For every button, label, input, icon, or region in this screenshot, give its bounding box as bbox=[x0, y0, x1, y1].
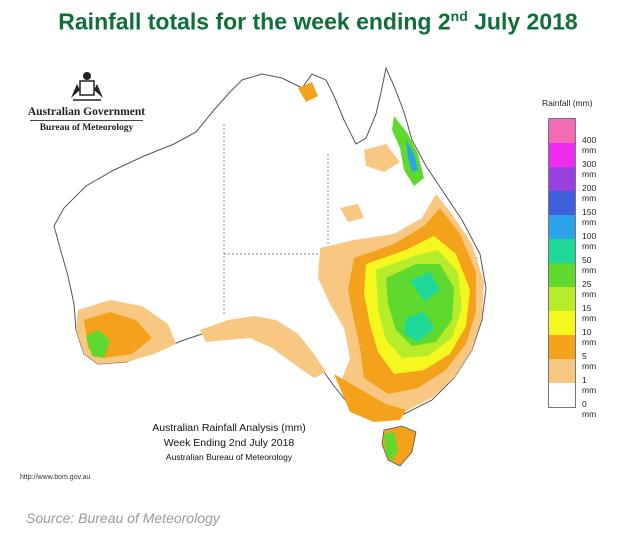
legend-swatch bbox=[548, 167, 576, 191]
analysis-line-1: Australian Rainfall Analysis (mm) bbox=[152, 422, 306, 434]
south-coast-rain bbox=[200, 316, 326, 378]
tasmania-west-rain bbox=[384, 432, 398, 462]
legend-title: Rainfall (mm) bbox=[542, 98, 593, 108]
analysis-caption: Australian Rainfall Analysis (mm) Week E… bbox=[134, 422, 324, 462]
qld-border bbox=[327, 154, 481, 259]
australian-government-logo: Australian Government Bureau of Meteorol… bbox=[24, 70, 149, 133]
victoria-rain bbox=[334, 374, 406, 422]
legend-swatch bbox=[548, 263, 576, 287]
legend-swatch bbox=[548, 383, 576, 408]
analysis-line-2: Week Ending 2nd July 2018 bbox=[163, 437, 295, 449]
legend-swatch bbox=[548, 215, 576, 239]
east-rain-50mm-a bbox=[404, 312, 434, 342]
government-name: Australian Government bbox=[27, 106, 146, 118]
source-caption: Source: Bureau of Meteorology bbox=[26, 510, 220, 526]
australia-rainfall-map bbox=[53, 66, 487, 467]
qld-patch bbox=[364, 144, 400, 172]
legend-swatch bbox=[548, 287, 576, 311]
fnq-coast-heavy bbox=[406, 140, 418, 172]
legend-swatch bbox=[548, 359, 576, 383]
legend-swatch bbox=[548, 239, 576, 263]
bureau-name: Bureau of Meteorology bbox=[39, 123, 134, 133]
top-end-patch bbox=[298, 82, 318, 102]
legend-swatch bbox=[548, 143, 576, 167]
logo-divider bbox=[30, 120, 143, 121]
bom-url: http://www.bom.gov.au bbox=[20, 474, 91, 481]
legend-color-bar bbox=[548, 118, 576, 408]
coat-of-arms-icon bbox=[70, 72, 103, 101]
legend-swatch bbox=[548, 191, 576, 215]
legend-swatch bbox=[548, 118, 576, 143]
analysis-line-3: Australian Bureau of Meteorology bbox=[165, 452, 293, 462]
legend-swatch bbox=[548, 311, 576, 335]
east-rain-50mm-b bbox=[410, 272, 440, 302]
east-rain-25mm bbox=[386, 264, 454, 346]
page-title: Rainfall totals for the week ending 2nd … bbox=[58, 8, 578, 35]
legend-swatch bbox=[548, 335, 576, 359]
sw-wa-rain-25mm bbox=[86, 330, 110, 358]
sa-patch bbox=[340, 204, 364, 222]
rainfall-map-panel: Australian Government Bureau of Meteorol… bbox=[14, 58, 632, 490]
